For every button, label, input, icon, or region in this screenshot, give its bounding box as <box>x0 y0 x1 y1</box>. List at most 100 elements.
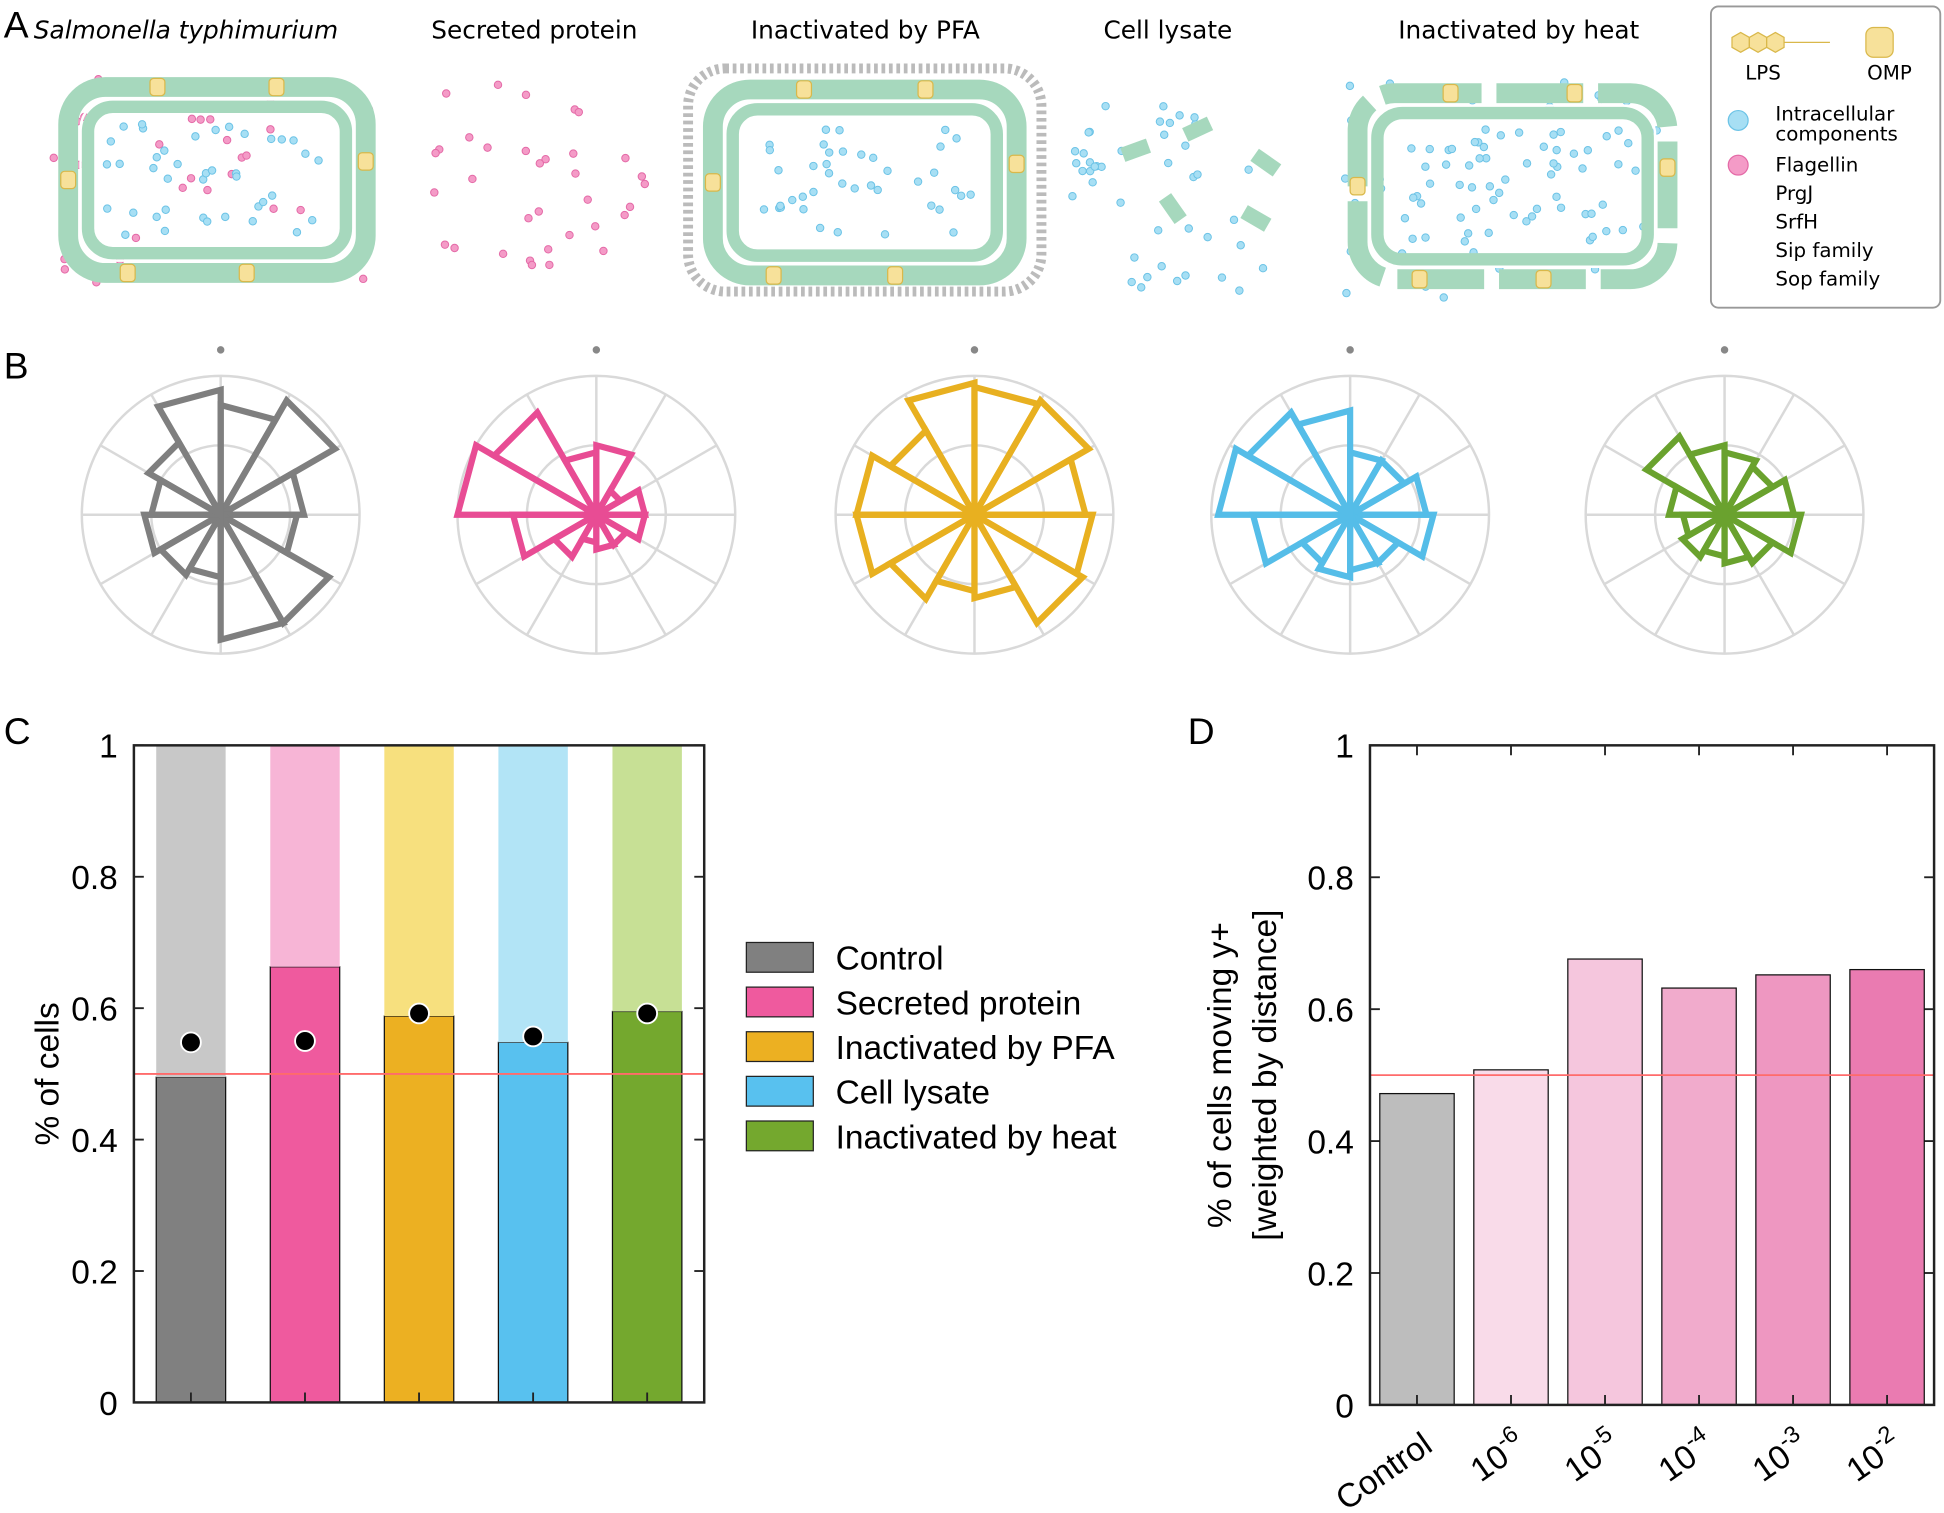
legend-swatch <box>745 1031 814 1063</box>
protein-dot <box>565 230 574 240</box>
x-tick-label: 10-5 <box>1554 1420 1627 1489</box>
protein-dot <box>187 114 197 124</box>
protein-dot <box>465 133 474 142</box>
protein-dot <box>569 149 578 158</box>
intracellular-dot <box>941 125 950 135</box>
intracellular-dot <box>1549 159 1558 168</box>
y-tick-label: 0.4 <box>71 1123 118 1160</box>
protein-dot <box>1489 195 1498 205</box>
legend-swatch <box>745 1120 814 1152</box>
legend-swatch <box>745 1075 814 1107</box>
intracellular-dot <box>211 125 220 135</box>
intracellular-dot <box>821 125 831 134</box>
rose-petal <box>560 448 600 527</box>
protein-dot <box>266 125 275 134</box>
intracellular-dot <box>799 205 808 214</box>
intracellular-dot <box>1509 210 1518 220</box>
intracellular-dot <box>776 201 785 211</box>
mean-point <box>408 1002 430 1025</box>
intracellular-dot <box>119 122 128 131</box>
cell-inner <box>726 103 1003 262</box>
intracellular-dot <box>289 136 298 145</box>
intracellular-dot <box>835 126 844 135</box>
protein-dot <box>1460 237 1470 246</box>
intracellular-dot <box>152 212 161 222</box>
omp <box>60 170 77 190</box>
protein-dot <box>1163 158 1173 168</box>
intracellular-dot <box>1485 182 1495 191</box>
intracellular-dot <box>106 137 116 146</box>
intracellular-dot <box>301 149 310 158</box>
omp <box>1349 176 1366 196</box>
intracellular-dot <box>1556 127 1565 137</box>
mean-point <box>294 1030 316 1052</box>
bar-segment <box>383 1015 455 1404</box>
intracellular-dot <box>121 230 130 239</box>
intracellular-dot <box>822 159 831 169</box>
omp <box>1008 154 1025 174</box>
protein-dot <box>1181 141 1190 150</box>
protein-dot <box>1345 81 1355 91</box>
protein-dot <box>1159 102 1168 111</box>
intracellular-dot <box>824 169 834 178</box>
protein-dot <box>1217 273 1227 282</box>
protein-dot <box>1602 226 1611 236</box>
x-tick-label: 10-3 <box>1742 1420 1815 1489</box>
intracellular-dot <box>759 205 769 214</box>
omp <box>704 173 721 192</box>
intracellular-dot <box>1598 200 1607 209</box>
intracellular-dot <box>314 156 323 165</box>
protein-dot <box>269 204 278 213</box>
intracellular-dot <box>809 187 818 197</box>
intracellular-dot <box>149 163 158 173</box>
diagram-title: Inactivated by PFA <box>751 16 980 45</box>
intracellular-dot <box>160 146 169 155</box>
protein-dot <box>1137 283 1146 292</box>
intracellular-dot <box>952 134 961 143</box>
protein-dot <box>483 143 492 152</box>
intracellular-dot <box>1479 142 1489 152</box>
bar-segment <box>612 745 682 1012</box>
intracellular-dot <box>966 190 975 199</box>
intracellular-dot <box>949 228 958 237</box>
y-axis-label: % of cells moving y+ <box>1202 922 1239 1228</box>
intracellular-dot <box>1614 126 1623 135</box>
intracellular-dot <box>308 215 317 225</box>
bar <box>1379 1092 1455 1406</box>
intracellular-dot <box>873 185 882 195</box>
polar-marker <box>1720 346 1729 354</box>
intracellular-dot <box>191 132 200 141</box>
protein-dot <box>222 135 232 145</box>
y-axis-label: % of cells <box>29 1002 66 1145</box>
protein-dot <box>1236 241 1245 250</box>
protein-dot <box>534 207 543 216</box>
intracellular-dot <box>1425 144 1434 154</box>
protein-dot <box>1165 118 1175 128</box>
protein-dot <box>1342 288 1351 298</box>
diagram-title: Inactivated by heat <box>1398 16 1639 45</box>
intracellular-dot <box>833 228 842 237</box>
omp <box>357 152 374 171</box>
y-tick-label: 0.4 <box>1307 1124 1354 1161</box>
intracellular-dot <box>774 166 783 175</box>
legend-text: Intracellular <box>1775 102 1895 125</box>
protein-dot <box>1157 262 1166 271</box>
x-tick-base: Control <box>1329 1426 1439 1513</box>
intracellular-dot <box>1587 209 1596 218</box>
protein-dot <box>1072 159 1081 168</box>
protein-dot <box>1078 166 1087 176</box>
protein-dot <box>1181 271 1190 280</box>
protein-dot <box>1235 286 1244 295</box>
mean-point <box>636 1002 659 1025</box>
bar-segment <box>270 745 340 967</box>
intracellular-dot <box>1400 214 1410 223</box>
intracellular-dot <box>1527 212 1537 221</box>
legend-label: Inactivated by heat <box>836 1119 1118 1156</box>
rose-petal <box>153 385 224 527</box>
y-tick-label: 1 <box>99 729 118 766</box>
protein-dot <box>1068 191 1077 201</box>
protein-dot <box>206 115 215 124</box>
polar-marker <box>592 346 601 354</box>
protein-dot <box>131 233 141 243</box>
axes-frame <box>132 744 706 1404</box>
